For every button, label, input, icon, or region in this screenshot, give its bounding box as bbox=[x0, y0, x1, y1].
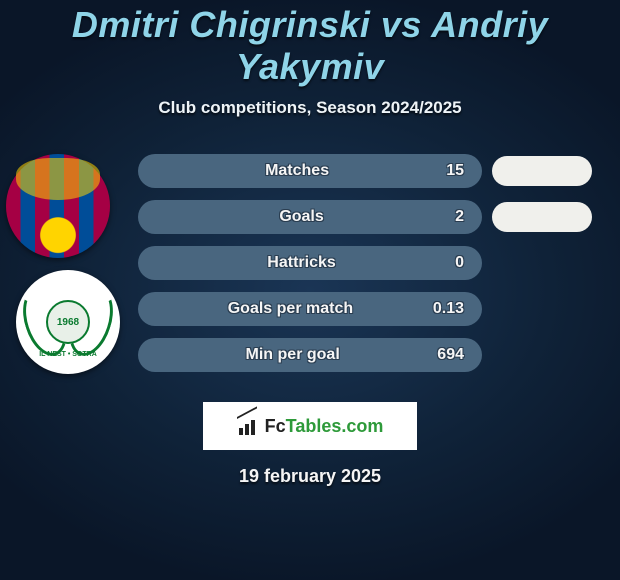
stat-label: Goals bbox=[138, 208, 455, 226]
logo-text: FcTables.com bbox=[265, 416, 384, 437]
compare-pills bbox=[492, 154, 592, 248]
club-badge-1 bbox=[6, 154, 110, 258]
stat-label: Min per goal bbox=[138, 346, 437, 364]
stat-label: Goals per match bbox=[138, 300, 433, 318]
compare-pill bbox=[492, 202, 592, 232]
badge-club-text: IL NEST • SOTRA bbox=[29, 351, 107, 358]
stats-area: 1968 IL NEST • SOTRA Matches 15 Goals 2 bbox=[0, 148, 620, 398]
club-badges: 1968 IL NEST • SOTRA bbox=[6, 154, 121, 386]
stat-row-min-per-goal: Min per goal 694 bbox=[138, 338, 482, 372]
stat-label: Hattricks bbox=[138, 254, 455, 272]
compare-pill bbox=[492, 156, 592, 186]
badge-year: 1968 bbox=[46, 300, 90, 344]
page-subtitle: Club competitions, Season 2024/2025 bbox=[0, 98, 620, 118]
stat-value: 0.13 bbox=[433, 300, 482, 318]
bar-chart-icon bbox=[237, 417, 259, 435]
stat-value: 0 bbox=[455, 254, 482, 272]
stat-value: 2 bbox=[455, 208, 482, 226]
stat-row-hattricks: Hattricks 0 bbox=[138, 246, 482, 280]
footer-date: 19 february 2025 bbox=[0, 466, 620, 487]
page-title: Dmitri Chigrinski vs Andriy Yakymiv bbox=[0, 4, 620, 88]
stat-value: 15 bbox=[446, 162, 482, 180]
stat-label: Matches bbox=[138, 162, 446, 180]
stat-row-goals-per-match: Goals per match 0.13 bbox=[138, 292, 482, 326]
stat-row-matches: Matches 15 bbox=[138, 154, 482, 188]
logo-text-right: Tables.com bbox=[286, 416, 384, 436]
club-badge-2: 1968 IL NEST • SOTRA bbox=[16, 270, 120, 374]
logo-text-left: Fc bbox=[265, 416, 286, 436]
stat-row-goals: Goals 2 bbox=[138, 200, 482, 234]
stat-value: 694 bbox=[437, 346, 482, 364]
content-root: Dmitri Chigrinski vs Andriy Yakymiv Club… bbox=[0, 0, 620, 487]
stat-bars: Matches 15 Goals 2 Hattricks 0 Goals per… bbox=[138, 154, 482, 384]
fctables-logo: FcTables.com bbox=[203, 402, 417, 450]
